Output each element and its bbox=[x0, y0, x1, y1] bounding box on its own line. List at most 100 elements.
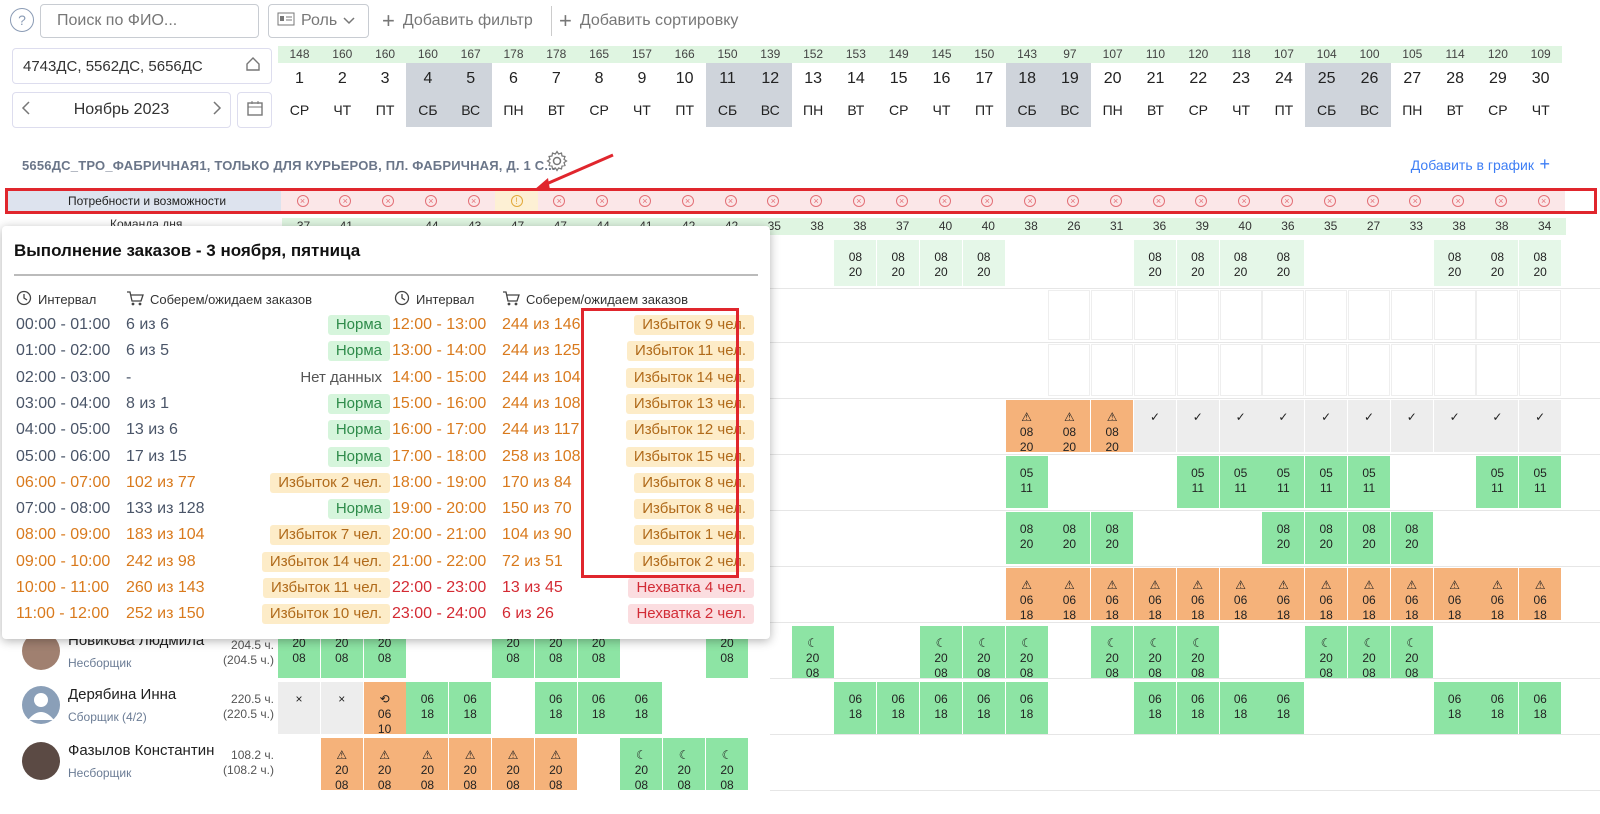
shift-cell[interactable]: 05 11 bbox=[1005, 456, 1048, 508]
moon-shift-cell[interactable]: ☾ 20 08 bbox=[620, 738, 663, 792]
error-icon[interactable]: × bbox=[1479, 191, 1523, 211]
day-column-header[interactable]: 118 23 ЧТ bbox=[1219, 46, 1263, 130]
error-icon[interactable]: × bbox=[1051, 191, 1095, 211]
close-icon[interactable]: × bbox=[278, 682, 320, 734]
error-icon[interactable]: × bbox=[623, 191, 667, 211]
day-column-header[interactable]: 105 27 ПН bbox=[1390, 46, 1434, 130]
shift-cell[interactable]: 05 11 bbox=[1348, 456, 1390, 508]
shift-cell[interactable]: 06 18 bbox=[449, 682, 492, 734]
error-icon[interactable]: × bbox=[1179, 191, 1223, 211]
error-icon[interactable]: × bbox=[537, 191, 581, 211]
day-column-header[interactable]: 139 12 ВС bbox=[748, 46, 792, 130]
day-column-header[interactable]: 120 22 СР bbox=[1176, 46, 1220, 130]
day-column-header[interactable]: 153 14 ВТ bbox=[834, 46, 878, 130]
warning-shift-cell[interactable]: ⚠ 06 18 bbox=[1048, 568, 1091, 622]
day-column-header[interactable]: 145 16 ЧТ bbox=[920, 46, 963, 130]
day-column-header[interactable]: 150 11 СБ bbox=[706, 46, 749, 130]
shift-cell[interactable] bbox=[1433, 290, 1476, 340]
shift-cell[interactable] bbox=[1519, 290, 1562, 340]
warning-shift-cell[interactable]: ⚠ 06 18 bbox=[1262, 568, 1305, 622]
error-icon[interactable]: × bbox=[1351, 191, 1394, 211]
check-icon[interactable]: ✓ bbox=[1390, 400, 1433, 452]
shift-cell[interactable]: 08 20 bbox=[1519, 240, 1562, 286]
day-column-header[interactable]: 100 26 ВС bbox=[1348, 46, 1391, 130]
shift-cell[interactable] bbox=[1390, 290, 1433, 340]
moon-shift-cell[interactable]: ☾ 20 08 bbox=[920, 626, 962, 680]
day-column-header[interactable]: 109 30 ЧТ bbox=[1519, 46, 1563, 130]
shift-cell[interactable]: 05 11 bbox=[1519, 456, 1562, 508]
error-icon[interactable]: × bbox=[1008, 191, 1052, 211]
warning-shift-cell[interactable]: ⚠ 06 18 bbox=[1519, 568, 1562, 622]
shift-cell[interactable]: 08 20 bbox=[1091, 512, 1134, 564]
shift-cell[interactable]: 08 20 bbox=[877, 240, 920, 286]
warning-shift-cell[interactable]: ⚠ 20 08 bbox=[534, 738, 577, 792]
error-icon[interactable]: × bbox=[880, 191, 924, 211]
help-icon[interactable]: ? bbox=[10, 8, 34, 32]
error-icon[interactable]: × bbox=[1094, 191, 1138, 211]
shift-cell[interactable]: 08 20 bbox=[1048, 512, 1091, 564]
shift-cell[interactable] bbox=[1390, 344, 1433, 396]
warning-shift-cell[interactable]: ⚠ 20 08 bbox=[492, 738, 534, 792]
error-icon[interactable]: × bbox=[1522, 191, 1566, 211]
warning-shift-cell[interactable]: ⚠ 20 08 bbox=[363, 738, 406, 792]
shift-cell[interactable]: 05 11 bbox=[1262, 456, 1305, 508]
shift-cell[interactable]: 08 20 bbox=[962, 240, 1005, 286]
day-column-header[interactable]: 157 9 ЧТ bbox=[620, 46, 664, 130]
shift-cell[interactable] bbox=[1348, 344, 1390, 396]
shift-cell[interactable]: 06 18 bbox=[834, 682, 877, 734]
shift-cell[interactable] bbox=[1176, 290, 1219, 340]
check-icon[interactable]: ✓ bbox=[1219, 400, 1262, 452]
shift-cell[interactable]: 06 18 bbox=[1219, 682, 1262, 734]
shift-cell[interactable]: 06 18 bbox=[534, 682, 577, 734]
shift-cell[interactable] bbox=[1433, 344, 1476, 396]
day-column-header[interactable]: 107 20 ПН bbox=[1091, 46, 1135, 130]
warning-shift-cell[interactable]: ⚠ 06 18 bbox=[1176, 568, 1219, 622]
calendar-button[interactable] bbox=[237, 92, 272, 128]
day-column-header[interactable]: 166 10 ПТ bbox=[663, 46, 707, 130]
error-icon[interactable]: × bbox=[366, 191, 410, 211]
warning-shift-cell[interactable]: ⚠ 06 18 bbox=[1134, 568, 1176, 622]
shift-cell[interactable]: 06 18 bbox=[1005, 682, 1048, 734]
add-filter-button[interactable]: + Добавить фильтр bbox=[382, 4, 533, 38]
shift-cell[interactable]: 08 20 bbox=[1433, 240, 1476, 286]
plus-icon[interactable]: + bbox=[1539, 154, 1550, 174]
shift-cell[interactable]: 05 11 bbox=[1476, 456, 1519, 508]
shift-cell[interactable]: 06 18 bbox=[1519, 682, 1562, 734]
shift-cell[interactable]: 06 18 bbox=[1262, 682, 1305, 734]
moon-shift-cell[interactable]: ☾ 20 08 bbox=[1134, 626, 1176, 680]
warning-shift-cell[interactable]: ⚠ 06 18 bbox=[1091, 568, 1134, 622]
day-column-header[interactable]: 165 8 СР bbox=[577, 46, 621, 130]
shift-cell[interactable] bbox=[1176, 344, 1219, 396]
day-column-header[interactable]: 107 24 ПТ bbox=[1262, 46, 1306, 130]
warning-shift-cell[interactable]: ⚠ 06 18 bbox=[1433, 568, 1476, 622]
shift-cell[interactable] bbox=[1134, 344, 1176, 396]
check-icon[interactable]: ✓ bbox=[1305, 400, 1348, 452]
shift-cell[interactable] bbox=[1048, 344, 1091, 396]
error-icon[interactable]: × bbox=[1393, 191, 1437, 211]
warning-shift-cell[interactable]: ⚠ 06 18 bbox=[1348, 568, 1390, 622]
home-icon[interactable] bbox=[245, 56, 261, 76]
day-column-header[interactable]: 104 25 СБ bbox=[1305, 46, 1349, 130]
shift-cell[interactable]: 06 18 bbox=[1476, 682, 1519, 734]
moon-shift-cell[interactable]: ☾ 20 08 bbox=[1005, 626, 1048, 680]
error-icon[interactable]: × bbox=[965, 191, 1009, 211]
shift-cell[interactable]: 06 18 bbox=[1433, 682, 1476, 734]
shift-cell[interactable]: 05 11 bbox=[1305, 456, 1348, 508]
employee-row[interactable]: Фазылов Константин Несборщик 108.2 ч. (10… bbox=[18, 736, 280, 792]
warning-shift-cell[interactable]: ⚠ 06 18 bbox=[1219, 568, 1262, 622]
error-icon[interactable]: × bbox=[1308, 191, 1352, 211]
warning-icon[interactable]: ! bbox=[495, 191, 538, 211]
shift-cell[interactable]: 08 20 bbox=[1476, 240, 1519, 286]
error-icon[interactable]: × bbox=[751, 191, 795, 211]
day-column-header[interactable]: 160 4 СБ bbox=[406, 46, 450, 130]
employee-row[interactable]: Дерябина Инна Сборщик (4/2) 220.5 ч. (220… bbox=[18, 680, 280, 736]
day-column-header[interactable]: 178 6 ПН bbox=[492, 46, 535, 130]
moon-shift-cell[interactable]: ☾ 20 08 bbox=[791, 626, 834, 680]
shift-cell[interactable]: 08 20 bbox=[1176, 240, 1219, 286]
shift-cell[interactable] bbox=[1519, 344, 1562, 396]
error-icon[interactable]: × bbox=[323, 191, 367, 211]
warning-shift-cell[interactable]: ⚠ 08 20 bbox=[1091, 400, 1134, 454]
error-icon[interactable]: × bbox=[1222, 191, 1266, 211]
search-input[interactable]: Поиск по ФИО... bbox=[40, 4, 259, 38]
check-icon[interactable]: ✓ bbox=[1476, 400, 1519, 452]
